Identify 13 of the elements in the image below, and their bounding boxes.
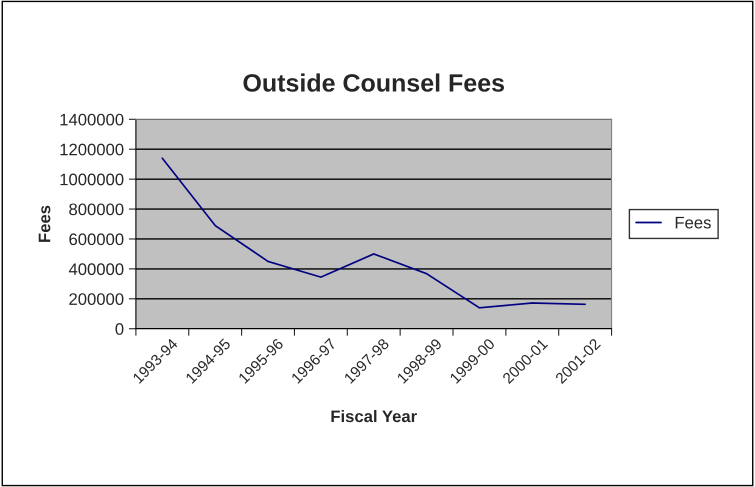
y-tick-label: 1200000 [60,144,124,156]
line-series [161,157,586,309]
y-tick-label: 400000 [68,263,124,276]
y-tick-label: 1000000 [60,174,124,186]
x-axis-title: Fiscal Year [331,410,417,422]
chart-title: Outside Counsel Fees [243,73,504,92]
y-tick-label: 600000 [69,233,124,246]
y-tick-label: 0 [115,323,124,335]
y-tick-label: 1400000 [60,114,124,126]
legend-label: Fees [676,216,711,228]
y-tick-label: 200000 [69,293,124,306]
y-tick-label: 800000 [69,203,124,216]
y-axis-title: Fees [38,206,50,242]
